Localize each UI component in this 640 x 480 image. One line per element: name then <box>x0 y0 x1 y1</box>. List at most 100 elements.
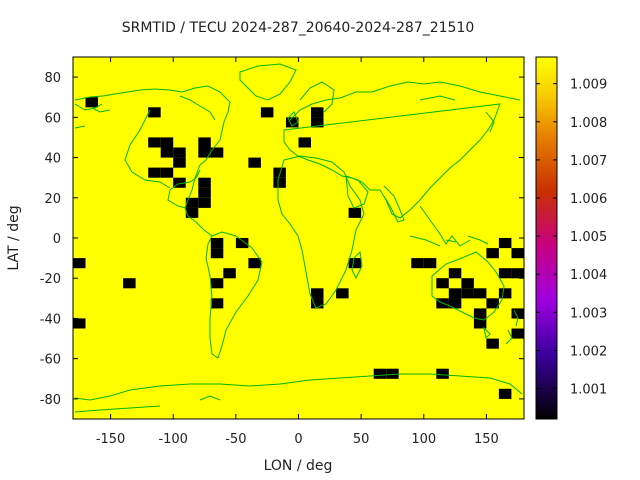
heatmap-cell <box>148 167 161 178</box>
y-tick-label: -20 <box>40 272 61 287</box>
heatmap-cell <box>311 117 324 128</box>
colorbar-tick-label: 1.005 <box>570 230 607 245</box>
heatmap-cell <box>486 298 499 309</box>
heatmap-cell <box>473 318 487 329</box>
heatmap-cell <box>311 298 324 309</box>
heatmap-cell <box>210 238 224 249</box>
colorbar-tick-label: 1.009 <box>570 78 607 93</box>
heatmap-cell <box>173 157 186 168</box>
colorbar-tick-label: 1.006 <box>570 192 607 207</box>
heatmap-cell <box>148 137 161 148</box>
heatmap-cell <box>198 197 211 208</box>
heatmap-cell <box>85 97 98 108</box>
heatmap-cell <box>448 288 462 299</box>
chart-title: SRMTID / TECU 2024-287_20640-2024-287_21… <box>122 20 475 36</box>
x-axis-label: LON / deg <box>264 458 333 474</box>
heatmap-cell <box>461 278 474 289</box>
heatmap-cell <box>373 368 387 379</box>
colorbar-tick-label: 1.001 <box>570 383 607 398</box>
heatmap-cell <box>348 258 362 269</box>
heatmap-cell <box>148 107 161 118</box>
colorbar-tick-label: 1.007 <box>570 154 607 169</box>
y-tick-label: -60 <box>40 353 61 368</box>
heatmap-cell <box>498 268 512 279</box>
heatmap-cell <box>311 288 324 299</box>
heatmap-cell <box>260 107 274 118</box>
y-axis-label: LAT / deg <box>6 205 22 270</box>
heatmap-cell <box>198 137 211 148</box>
heatmap-cell <box>336 288 349 299</box>
heatmap-cell <box>286 117 299 128</box>
heatmap-cell <box>448 298 462 309</box>
y-tick-label: 60 <box>44 111 61 126</box>
x-tick-label: 100 <box>411 432 436 447</box>
heatmap-cells <box>73 97 524 399</box>
heatmap-cell <box>411 258 424 269</box>
heatmap-cell <box>461 288 474 299</box>
heatmap-cell <box>436 278 449 289</box>
x-tick-label: 0 <box>294 432 302 447</box>
heatmap-cell <box>511 248 524 259</box>
colorbar-tick-label: 1.003 <box>570 306 607 321</box>
colorbar-ticks: 1.009 1.008 1.007 1.006 1.005 1.004 1.003 1.002… <box>536 78 607 398</box>
x-tick-label: -50 <box>225 432 246 447</box>
heatmap-cell <box>486 248 499 259</box>
coastlines <box>74 63 523 413</box>
heatmap-cell <box>210 147 224 158</box>
heatmap-cell <box>123 278 136 289</box>
heatmap-cell <box>173 147 186 158</box>
heatmap-cell <box>185 207 199 218</box>
heatmap-cell <box>448 268 462 279</box>
heatmap-cell <box>348 207 362 218</box>
heatmap-cell <box>160 137 174 148</box>
heatmap-cell <box>311 107 324 118</box>
heatmap-cell <box>210 298 224 309</box>
heatmap-cell <box>423 258 437 269</box>
colorbar-tick-label: 1.002 <box>570 344 607 359</box>
y-tick-label: -80 <box>40 393 61 408</box>
x-tick-label: 150 <box>474 432 499 447</box>
heatmap-cell <box>498 238 512 249</box>
heatmap-cell <box>511 308 524 319</box>
heatmap-cell <box>235 238 249 249</box>
heatmap-cell <box>160 167 174 178</box>
x-axis: -150 -100 -50 0 50 100 150 <box>96 57 499 447</box>
heatmap-cell <box>386 368 399 379</box>
heatmap-cell <box>210 278 224 289</box>
colorbar-tick-label: 1.008 <box>570 116 607 131</box>
heatmap-cell <box>436 368 449 379</box>
colorbar-tick-label: 1.004 <box>570 268 607 283</box>
heatmap-cell <box>73 258 86 269</box>
x-tick-label: -150 <box>96 432 126 447</box>
heatmap-cell <box>248 157 261 168</box>
heatmap-cell <box>473 308 487 319</box>
y-tick-label: 40 <box>44 152 61 167</box>
y-tick-label: 0 <box>53 232 61 247</box>
heatmap-cell <box>160 147 174 158</box>
heatmap-cell <box>198 177 211 188</box>
heatmap-cell <box>298 137 311 148</box>
heatmap-cell <box>185 197 199 208</box>
y-tick-label: 20 <box>44 192 61 207</box>
heatmap-cell <box>498 288 512 299</box>
y-tick-label: 80 <box>44 71 61 86</box>
heatmap-cell <box>198 147 211 158</box>
heatmap-cell <box>223 268 236 279</box>
x-tick-label: 50 <box>353 432 370 447</box>
heatmap-cell <box>473 288 487 299</box>
y-tick-label: -40 <box>40 312 61 327</box>
heatmap-cell <box>198 187 211 198</box>
y-axis: 80 60 40 20 0 -20 -40 -60 -80 <box>40 71 524 408</box>
heatmap-cell <box>210 248 224 259</box>
heatmap-cell <box>273 177 286 188</box>
heatmap-cell <box>511 268 524 279</box>
heatmap-cell <box>73 318 86 329</box>
x-tick-label: -100 <box>158 432 188 447</box>
heatmap-cell <box>173 177 186 188</box>
heatmap-cell <box>273 167 286 178</box>
heatmap-cell <box>498 388 512 399</box>
heatmap-cell <box>248 258 261 269</box>
colorbar <box>535 56 558 420</box>
heatmap-cell <box>486 338 499 349</box>
